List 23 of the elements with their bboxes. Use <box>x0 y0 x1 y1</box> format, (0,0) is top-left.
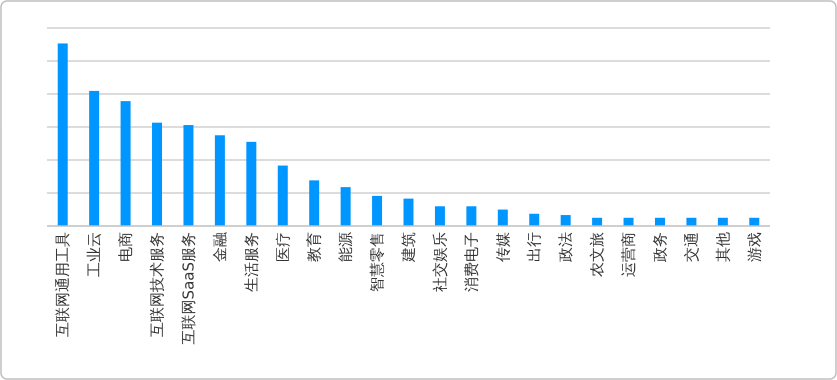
x-tick-label: 其他 <box>714 232 732 262</box>
x-tick-label: 传媒 <box>494 232 512 262</box>
x-tick-label: 电商 <box>116 232 135 262</box>
x-tick-label: 医疗 <box>274 232 292 262</box>
x-tick-label: 农文旅 <box>588 232 606 277</box>
x-tick-label: 互联网通用工具 <box>54 232 72 337</box>
x-tick-label: 游戏 <box>745 232 764 262</box>
x-tick-label: 出行 <box>525 232 544 262</box>
x-tick-label: 金融 <box>210 232 229 262</box>
x-tick-label: 交通 <box>682 232 700 262</box>
x-tick-label: 能源 <box>336 232 355 262</box>
x-tick-label: 建筑 <box>400 232 418 263</box>
x-tick-label: 运营商 <box>620 232 638 277</box>
x-tick-label: 消费电子 <box>462 232 480 292</box>
x-tick-label: 政法 <box>556 232 575 262</box>
x-tick-label: 生活服务 <box>242 232 260 292</box>
x-tick-label: 社交娱乐 <box>430 232 449 292</box>
x-tick-label: 互联网SaaS服务 <box>179 232 198 344</box>
x-tick-label: 教育 <box>305 232 324 262</box>
x-tick-label: 智慧零售 <box>368 232 386 292</box>
x-tick-label: 互联网技术服务 <box>148 232 166 337</box>
x-tick-label: 工业云 <box>85 232 104 277</box>
x-tick-label: 政务 <box>650 232 669 262</box>
